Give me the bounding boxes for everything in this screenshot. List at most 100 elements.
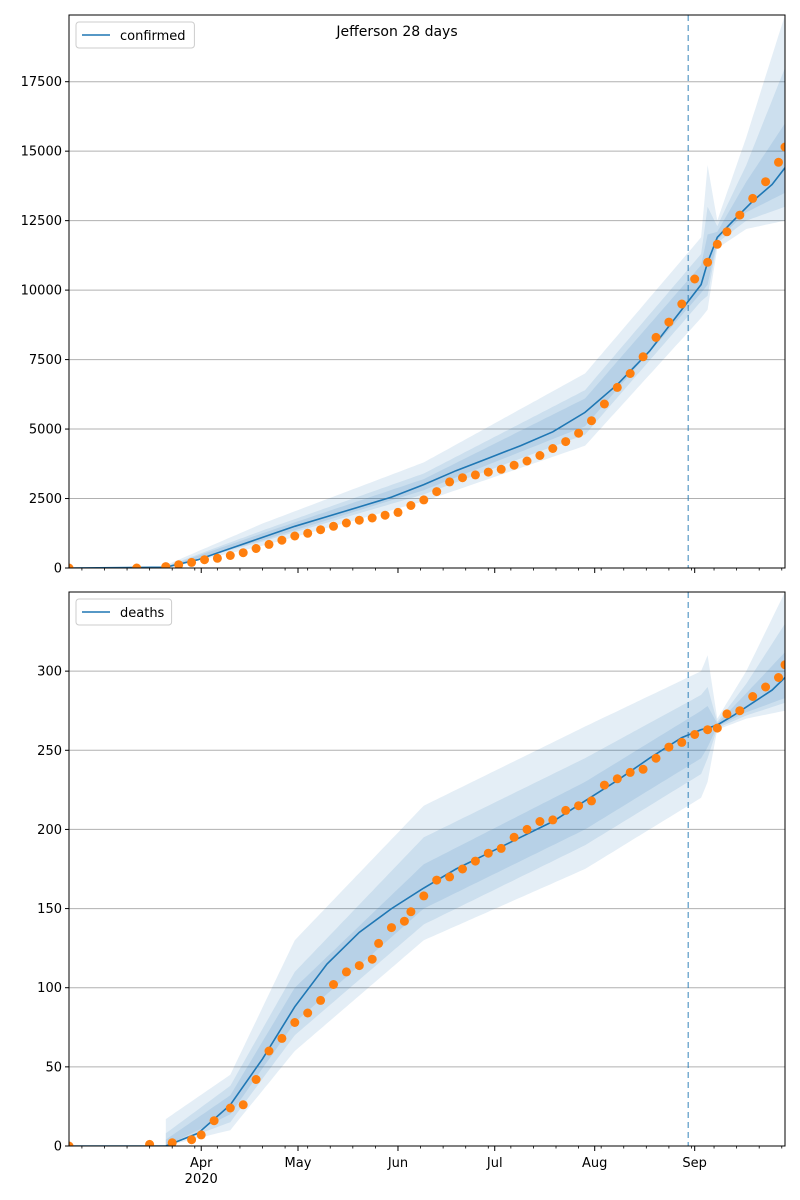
deaths-observed-point [712,723,722,733]
deaths-observed-point [509,832,519,842]
deaths-observed-point [664,742,674,752]
deaths-month-label: Aug [582,1156,607,1171]
deaths-observed-point [277,1033,287,1043]
confirmed-observed-point [664,317,674,327]
deaths-observed-point [238,1100,248,1110]
confirmed-observed-point [483,467,493,477]
deaths-observed-point [329,980,338,989]
deaths-month-label: Jul [486,1156,503,1171]
deaths-observed-point [612,774,622,784]
confirmed-observed-point [535,451,545,460]
deaths-observed-point [196,1130,206,1140]
deaths-observed-point [761,682,771,692]
deaths-observed-point [341,967,351,977]
confirmed-observed-point [419,495,429,505]
deaths-legend-box [75,598,173,626]
deaths-ytick-label: 150 [37,902,62,917]
deaths-band-outer [165,592,785,1146]
deaths-observed-point [316,995,326,1005]
confirmed-observed-point [748,193,758,203]
confirmed-observed-point [774,157,783,167]
confirmed-ytick-label: 17500 [21,75,62,90]
confirmed-observed-point [303,528,313,538]
confirmed-ytick-label: 10000 [21,284,62,299]
confirmed-observed-point [780,142,785,152]
deaths-observed-point [625,767,635,777]
confirmed-observed-point [212,553,222,563]
confirmed-observed-point [277,535,287,545]
deaths-month-label: Apr [190,1156,213,1171]
confirmed-observed-point [432,487,442,497]
confirmed-ytick-label: 7500 [29,353,62,368]
confirmed-observed-point [445,477,455,487]
confirmed-observed-point [722,227,732,237]
deaths-observed-point [561,805,571,815]
deaths-observed-point [354,961,364,971]
deaths-observed-point [535,817,545,826]
deaths-legend: deaths [75,598,173,626]
deaths-band-middle [165,623,785,1146]
deaths-month-label: Jun [387,1156,408,1171]
deaths-observed-point [748,692,758,701]
confirmed-observed-point [406,501,416,510]
deaths-year-label: 2020 [185,1172,218,1187]
deaths-observed-point [690,730,700,739]
deaths-observed-point [290,1018,300,1027]
deaths-observed-point [264,1046,274,1056]
deaths-observed-point [406,907,416,917]
confirmed-observed-point [187,557,197,567]
confirmed-observed-point [200,555,209,565]
confirmed-observed-point [761,177,771,187]
confirmed-ytick-label: 5000 [29,423,62,438]
confirmed-observed-point [548,444,558,453]
deaths-observed-point [483,848,493,858]
confirmed-observed-point [290,531,300,541]
confirmed-observed-point [522,456,532,466]
deaths-observed-point [496,843,506,853]
figure-title: Jefferson 28 days [335,24,457,40]
deaths-observed-point [599,780,609,790]
deaths-observed-point [470,856,480,866]
deaths-plot-area [69,592,785,1146]
deaths-observed-point [419,891,429,901]
deaths-observed-point [187,1135,197,1145]
confirmed-observed-point [354,515,364,525]
deaths-observed-point [703,725,713,735]
confirmed-observed-point [638,352,648,362]
confirmed-ytick-label: 0 [54,562,62,577]
confirmed-observed-point [599,399,609,409]
deaths-observed-point [167,1138,177,1146]
deaths-observed-point [651,753,661,763]
confirmed-observed-point [458,473,467,483]
deaths-observed-point [69,1141,74,1146]
deaths-observed-point [374,938,384,948]
confirmed-observed-point [587,416,596,426]
deaths-ytick-label: 50 [45,1060,62,1075]
confirmed-observed-point [703,257,713,267]
deaths-observed-point [458,864,467,874]
confirmed-band-inner [165,123,785,568]
confirmed-observed-point [651,332,661,342]
deaths-ytick-label: 250 [37,744,62,759]
confirmed-ytick-label: 2500 [29,492,62,507]
confirmed-observed-point [393,507,403,517]
confirmed-observed-point [735,210,745,220]
confirmed-observed-point [509,460,519,470]
deaths-frame [68,591,786,1147]
confirmed-panel: 0 2500 5000 7500 10000 12500 15000 17500 confirm… [21,14,786,577]
deaths-observed-point [367,954,377,964]
confirmed-plot-area [69,15,785,568]
confirmed-observed-point [251,544,261,553]
confirmed-observed-point [238,548,248,558]
deaths-observed-point [722,709,732,719]
confirmed-observed-point [690,274,700,284]
confirmed-observed-point [329,521,338,531]
confirmed-model-line [69,167,785,568]
confirmed-observed-point [69,563,74,568]
confirmed-observed-point [677,299,687,309]
confirmed-band-outer [165,15,785,568]
confirmed-observed-point [380,510,390,520]
deaths-observed-point [387,923,396,933]
deaths-observed-point [548,815,558,825]
